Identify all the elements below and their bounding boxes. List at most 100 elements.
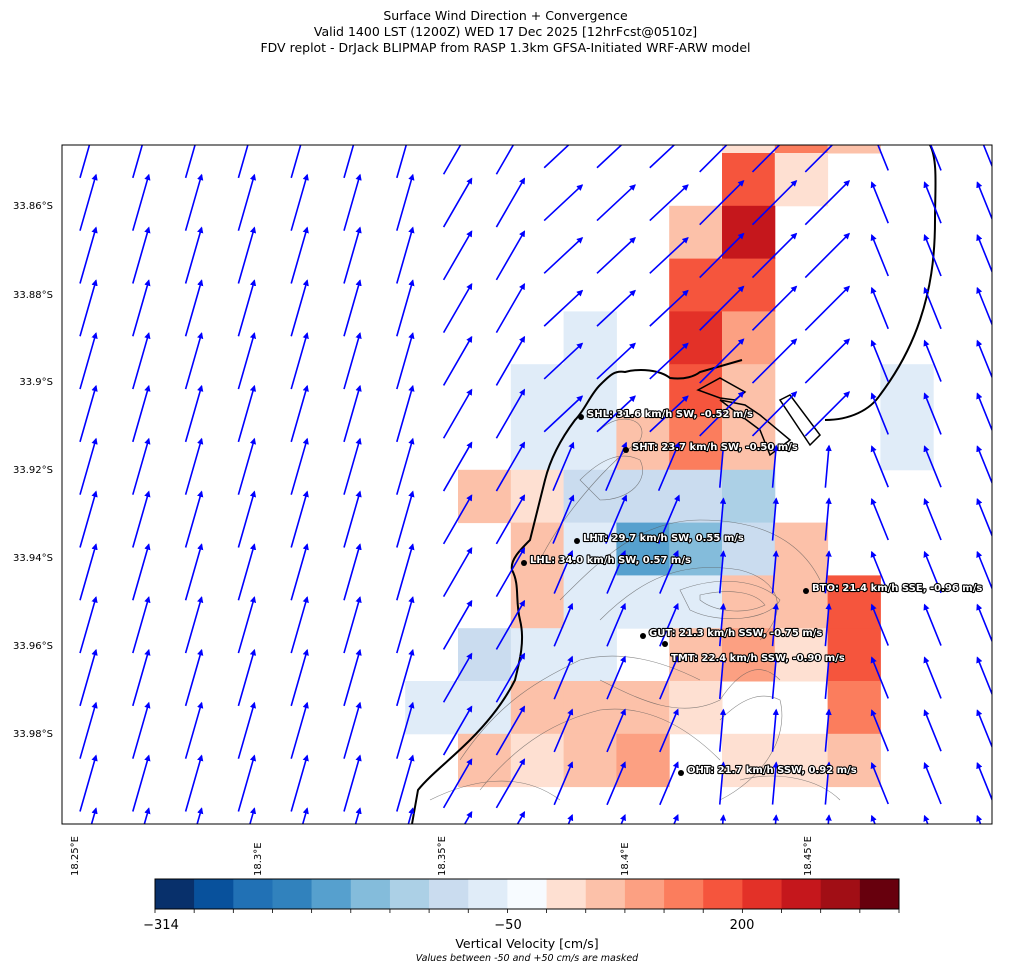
- wind-arrow: [237, 279, 257, 337]
- wind-arrow: [495, 599, 526, 650]
- station-bto[interactable]: BTO: 21.4 km/h SSE, -0.96 m/s: [803, 582, 983, 595]
- x-tick-label: 18.35°E: [437, 836, 448, 876]
- colorbar-segment: [742, 879, 782, 909]
- station-shl[interactable]: SHL: 31.6 km/h SW, -0.52 m/s: [578, 408, 754, 421]
- colorbar-segment: [272, 879, 312, 909]
- wind-arrow: [923, 498, 942, 541]
- grid-cell: [563, 733, 617, 788]
- grid-cell: [510, 522, 565, 576]
- wind-arrow: [659, 761, 679, 806]
- grid-cell: [510, 575, 565, 629]
- station-tmt[interactable]: TMT: 22.4 km/h SSW, -0.90 m/s: [662, 641, 846, 665]
- wind-arrow: [184, 173, 204, 231]
- wind-arrow: [620, 814, 626, 824]
- wind-arrow: [976, 286, 992, 327]
- colorbar-tick-label: 200: [729, 918, 755, 933]
- wind-arrow: [79, 754, 98, 812]
- wind-arrow: [237, 332, 257, 390]
- wind-arrow: [442, 145, 462, 175]
- wind-arrow: [90, 807, 98, 824]
- wind-arrow: [184, 543, 204, 601]
- station-marker-icon: [521, 560, 527, 566]
- wind-arrow: [976, 603, 992, 644]
- wind-arrow: [751, 391, 798, 437]
- colorbar: [154, 878, 900, 913]
- wind-arrow: [290, 226, 309, 284]
- grid-cell: [827, 628, 881, 682]
- station-marker-icon: [574, 538, 580, 544]
- wind-arrow: [343, 384, 362, 443]
- wind-arrow: [870, 603, 889, 646]
- grid-cell: [563, 522, 617, 576]
- station-label: LHT: 29.7 km/h SW, 0.55 m/s: [583, 533, 744, 544]
- wind-arrow: [718, 497, 727, 541]
- wind-arrow: [553, 602, 574, 647]
- grid-cell: [774, 522, 829, 576]
- wind-arrow: [543, 289, 584, 327]
- grid-cell: [722, 522, 776, 576]
- colorbar-segment: [820, 879, 861, 909]
- wind-arrow: [596, 342, 636, 380]
- station-oht[interactable]: OHT: 21.7 km/h SSW, 0.92 m/s: [678, 764, 858, 777]
- wind-arrow: [659, 708, 679, 753]
- wind-arrow: [132, 332, 151, 390]
- wind-arrow: [870, 392, 889, 435]
- station-gut[interactable]: GUT: 21.3 km/h SSW, -0.75 m/s: [640, 627, 823, 640]
- wind-arrow: [824, 497, 832, 541]
- grid-cell: [563, 469, 617, 524]
- wind-arrow: [495, 335, 526, 386]
- wind-arrow: [870, 656, 889, 699]
- station-lht[interactable]: LHT: 29.7 km/h SW, 0.55 m/s: [574, 532, 745, 545]
- wind-arrow: [771, 761, 779, 805]
- wind-arrow: [606, 655, 626, 700]
- wind-arrow: [543, 184, 584, 222]
- wind-arrow: [649, 145, 676, 169]
- wind-arrow: [870, 814, 877, 824]
- wind-arrow: [396, 437, 415, 495]
- wind-arrow: [343, 173, 362, 231]
- wind-arrow: [237, 596, 257, 654]
- vertical-velocity-grid: [405, 145, 934, 788]
- wind-arrow: [649, 395, 689, 433]
- chart-title: Surface Wind Direction + Convergence: [383, 8, 628, 23]
- grid-cell: [774, 145, 829, 154]
- wind-arrow: [343, 332, 362, 390]
- wind-arrow: [237, 490, 257, 548]
- wind-arrow: [596, 145, 623, 169]
- station-marker-icon: [678, 770, 684, 776]
- wind-arrow: [343, 648, 362, 707]
- wind-arrow: [184, 437, 204, 495]
- wind-arrow: [132, 543, 151, 601]
- y-tick-label: 33.96°S: [13, 641, 53, 652]
- wind-arrow: [825, 814, 832, 824]
- plot-frame: [61, 144, 993, 825]
- wind-arrow: [923, 234, 942, 277]
- wind-arrow: [923, 286, 942, 330]
- wind-arrow: [718, 655, 727, 699]
- wind-arrow: [290, 145, 302, 179]
- wind-arrow: [396, 490, 415, 548]
- wind-arrow: [396, 145, 408, 179]
- wind-arrow: [605, 494, 628, 544]
- station-sht[interactable]: SHT: 23.7 km/h SW, -0.50 m/s: [623, 441, 799, 454]
- wind-arrow: [343, 226, 362, 284]
- wind-arrow: [923, 762, 942, 805]
- wind-arrow: [184, 279, 204, 337]
- colorbar-segment: [781, 879, 821, 909]
- station-lhl[interactable]: LHL: 34.0 km/h SW, 0.57 m/s: [521, 554, 692, 567]
- colorbar-label: Vertical Velocity [cm/s]: [455, 936, 599, 951]
- wind-arrow: [718, 444, 727, 488]
- wind-arrow: [442, 283, 473, 334]
- wind-arrow: [870, 550, 889, 594]
- wind-arrow: [79, 543, 98, 601]
- wind-arrow: [870, 709, 889, 752]
- wind-arrow: [870, 286, 889, 330]
- wind-arrow: [516, 811, 526, 824]
- station-marker-icon: [578, 414, 584, 420]
- wind-arrow: [196, 807, 204, 824]
- grid-cell: [722, 258, 776, 312]
- wind-arrow: [495, 441, 526, 492]
- wind-arrow: [442, 705, 473, 756]
- wind-arrow: [699, 179, 745, 226]
- colorbar-segment: [233, 879, 273, 909]
